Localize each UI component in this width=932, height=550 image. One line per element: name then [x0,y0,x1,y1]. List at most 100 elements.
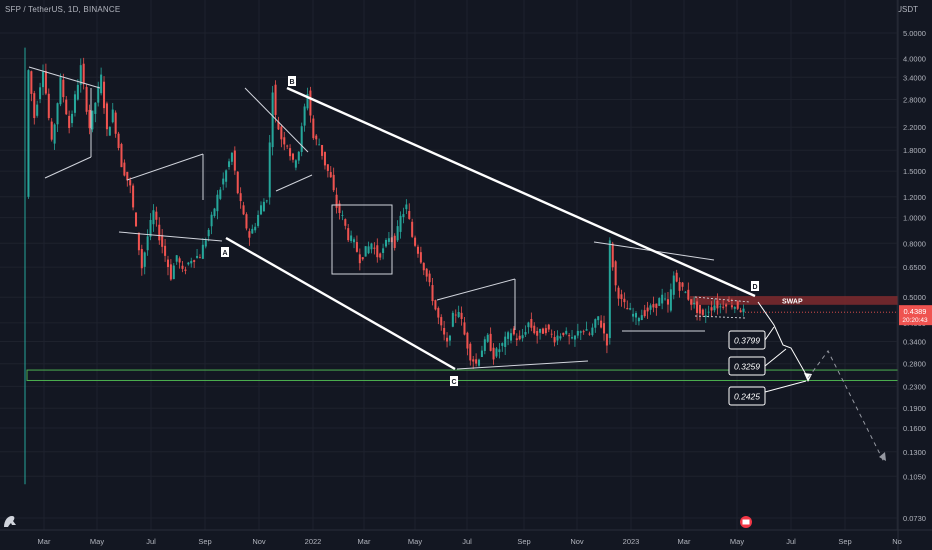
candle-body [626,308,629,310]
candle-body [300,126,303,152]
candle-body [143,252,146,267]
x-tick-label: Sep [517,537,530,546]
candle-body [710,307,713,311]
candle-body [463,322,466,335]
target-price-label: 0.3259 [734,362,760,372]
candle-body [33,93,36,119]
candle-body [475,359,478,364]
candle-body [350,235,353,241]
candle-body [483,339,486,351]
candle-body [111,109,114,123]
target-connector [764,380,807,393]
candle-body [216,194,219,212]
candle-body [655,303,658,308]
candle-body [713,305,716,311]
candle-body [277,121,280,130]
candle-body [297,151,300,161]
candle-body [44,71,47,94]
candle-body [259,205,263,215]
candle-body [425,268,428,277]
candle-body [600,320,603,328]
candle-body [140,248,143,269]
candle-body [149,219,152,237]
x-tick-label: Jul [146,537,156,546]
candle-body [579,331,582,333]
candle-body [286,145,289,147]
candle-body [88,109,91,129]
candle-body [117,133,120,149]
candle-body [550,333,553,335]
point-label-box [288,76,296,86]
dashed-arrowhead [879,452,886,461]
candle-body [318,144,321,146]
projection-path [757,301,809,379]
candle-body [68,115,71,129]
x-tick-label: Mar [358,537,371,546]
candle-body [414,237,417,246]
target-connector [764,326,775,341]
candle-body [620,294,623,299]
candle-body [329,172,332,178]
candle-body [335,194,338,208]
candle-body [611,243,614,268]
candle-body [283,137,286,145]
support-zone [26,369,899,381]
candle-body [521,335,524,339]
candle-body [82,63,85,85]
target-price-label: 0.2425 [734,392,760,402]
candle-body [361,257,364,260]
candle-body [451,312,454,327]
candle-body [103,81,106,109]
y-tick-label: 4.0000 [903,55,926,64]
target-price-label: 0.3799 [734,336,760,346]
candle-body [225,170,228,182]
candle-body [480,350,483,358]
symbol-title: SFP / TetherUS, 1D, BINANCE [5,5,121,14]
candle-body [85,86,88,112]
candle-body [478,359,481,366]
candle-body [556,335,559,341]
candle-body [469,343,472,361]
candle-body [411,221,414,237]
candle-body [262,201,265,212]
candle-body [504,336,507,347]
candle-body [634,313,638,318]
candle-body [245,214,248,229]
y-tick-label: 1.2000 [903,193,926,202]
candle-body [681,282,684,287]
candle-body [541,328,544,334]
candle-body [536,330,539,336]
candle-body [132,185,135,208]
candle-body [251,228,254,234]
candle-body [291,153,294,160]
candle-body [698,304,701,314]
candle-body [341,214,344,216]
candle-body [602,323,606,334]
candle-body [166,259,170,268]
candle-body [422,262,425,271]
candle-body [94,102,97,114]
candle-body [387,238,390,242]
candle-body [507,332,510,339]
candle-body [736,301,739,309]
candle-body [268,142,271,198]
candle-body [213,208,216,217]
candle-body [242,205,245,215]
x-tick-label: Sep [838,537,851,546]
target-box [728,330,766,350]
candle-body [666,299,669,305]
candle-body [722,306,725,308]
x-tick-label: Mar [678,537,691,546]
candle-body [460,312,463,319]
y-tick-label: 0.2800 [903,360,926,369]
candle-body [196,255,199,258]
candle-body [661,294,664,304]
point-label-box [450,376,458,386]
candle-body [419,252,422,263]
candle-body [315,135,318,140]
candle-body [393,235,396,248]
candle-body [719,306,722,308]
candle-body [399,215,402,232]
y-tick-label: 3.4000 [903,73,926,82]
